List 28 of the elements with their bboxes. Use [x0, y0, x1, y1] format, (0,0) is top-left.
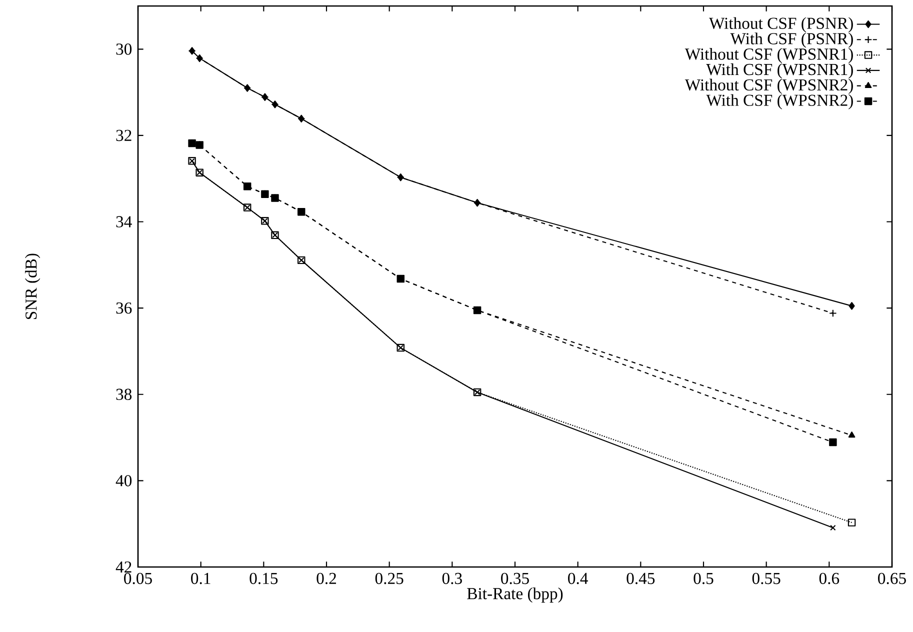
x-tick-label: 0.5	[694, 572, 714, 584]
y-tick-label: 34	[116, 216, 132, 228]
y-tick-label: 36	[116, 302, 132, 314]
legend-label: With CSF (WPSNR2)	[706, 94, 853, 110]
x-axis-title: Bit-Rate (bpp)	[467, 588, 563, 603]
legend-label: Without CSF (PSNR)	[708, 17, 853, 32]
x-tick-label: 0.55	[752, 572, 780, 584]
y-tick-label: 42	[116, 561, 132, 573]
x-tick-label: 0.1	[191, 572, 210, 584]
legend-label: Without CSF (WPSNR1)	[684, 48, 853, 64]
x-tick-label: 0.2	[316, 572, 336, 584]
x-tick-label: 0.05	[124, 572, 152, 584]
legend-label: Without CSF (WPSNR2)	[684, 78, 853, 94]
y-axis-title: SNR (dB)	[25, 254, 40, 319]
y-tick-label: 30	[116, 44, 132, 55]
x-tick-label: 0.6	[819, 572, 840, 584]
x-tick-label: 0.3	[442, 572, 462, 584]
x-tick-label: 0.15	[250, 572, 278, 584]
y-tick-label: 40	[116, 475, 132, 486]
x-tick-label: 0.35	[501, 572, 529, 584]
x-tick-label: 0.45	[626, 572, 655, 584]
y-tick-label: 38	[116, 388, 132, 400]
y-tick-label: 32	[116, 130, 132, 142]
legend-label: With CSF (PSNR)	[730, 32, 853, 48]
x-tick-label: 0.25	[375, 572, 404, 584]
x-tick-label: 0.65	[878, 572, 906, 584]
legend-label: With CSF (WPSNR1)	[706, 63, 853, 79]
x-tick-label: 0.4	[568, 572, 588, 584]
